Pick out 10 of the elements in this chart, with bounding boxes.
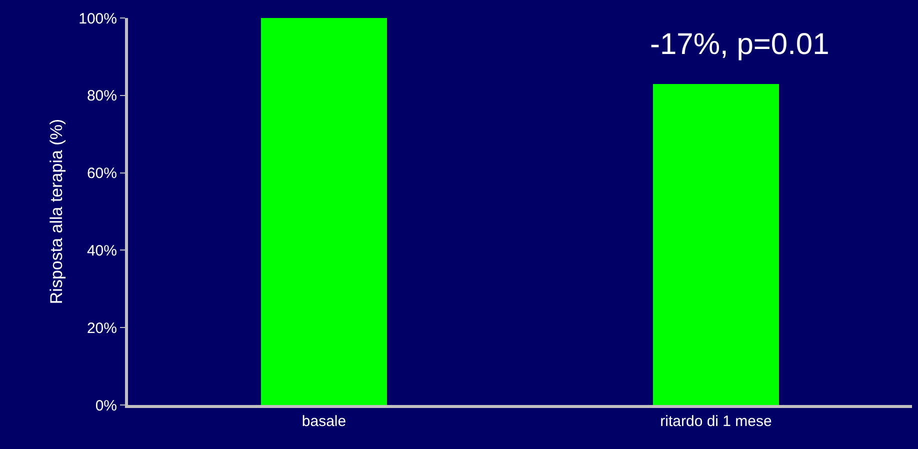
y-tick-label: 0% (95, 397, 117, 414)
y-tick-label: 80% (86, 88, 117, 105)
annotation: -17%, p=0.01 (650, 28, 830, 61)
x-tick-label: ritardo di 1 mese (660, 413, 772, 430)
y-tick-label: 40% (86, 242, 117, 260)
y-tick-label: 60% (86, 165, 117, 182)
y-tick-label: 100% (78, 10, 117, 28)
y-axis-title: Risposta alla terapia (%) (47, 118, 66, 304)
y-tick-label: 20% (86, 320, 117, 337)
x-tick-label: basale (302, 413, 346, 430)
